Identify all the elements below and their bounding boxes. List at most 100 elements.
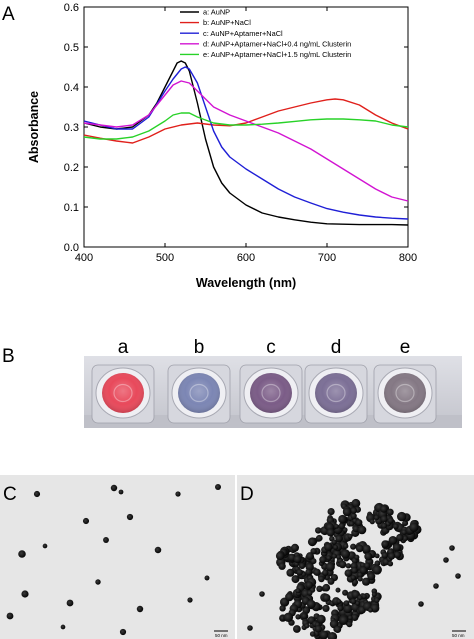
nanoparticle [286,568,295,577]
nanoparticle [343,600,350,606]
y-tick-label: 0.5 [64,42,79,54]
nanoparticle [401,529,407,535]
nanoparticle [433,583,439,589]
nanoparticle [313,568,321,576]
scale-bar-label-right: 50 nm [452,633,465,638]
series-line-1 [83,98,409,144]
well-shading [384,373,426,413]
nanoparticle [338,522,345,530]
nanoparticle [380,505,388,513]
nanoparticle [338,615,349,625]
legend-label: b: AuNP+NaCl [203,18,251,27]
well-label: b [194,337,205,358]
nanoparticle [418,601,424,607]
nanoparticle [326,555,332,561]
nanoparticle [322,593,331,602]
nanoparticle [296,569,303,576]
nanoparticle [351,613,359,622]
nanoparticle [392,543,402,552]
well-center-ring [261,383,281,403]
nanoparticle [374,597,380,603]
well-center-ring [326,383,346,403]
nanoparticle [336,599,342,604]
nanoparticle [279,605,286,612]
nanoparticle [175,491,181,497]
nanoparticle [316,614,326,624]
nanoparticle [342,507,352,517]
nanoparticle [352,525,360,533]
nanoparticle [326,528,335,537]
nanoparticle [381,540,390,548]
nanoparticle [364,552,373,561]
well-shading [178,373,220,413]
nanoparticle [322,569,329,576]
nanoparticle [322,604,330,613]
nanoparticle [301,613,308,620]
nanoparticle [306,599,316,609]
nanoparticle [21,590,29,598]
x-axis-label: Wavelength (nm) [196,276,296,290]
aggregated-nanoparticles [247,498,461,639]
legend-label: d: AuNP+Aptamer+NaCl+0.4 ng/mL Clusterin [203,39,351,48]
nanoparticle [331,553,337,559]
nanoparticle [396,533,404,542]
nanoparticle [334,524,339,529]
nanoparticle [388,536,398,545]
nanoparticle [316,585,323,592]
well-center-ring [189,383,209,403]
nanoparticle [350,512,357,520]
nanoparticle [343,543,349,549]
nanoparticle [357,576,363,582]
nanoparticle [322,583,331,592]
nanoparticle [298,562,306,569]
nanoparticle [318,575,325,583]
nanoparticle [154,546,162,554]
well-center-ring [113,383,133,403]
y-tick-label: 0.4 [64,82,79,94]
nanoparticle [309,631,316,637]
series-line-3 [83,80,409,202]
y-tick-label: 0.1 [64,202,79,214]
nanoparticle [305,581,313,589]
nanoparticle [387,561,394,567]
nanoparticle [361,593,367,599]
nanoparticle [340,549,351,559]
nanoparticle [136,605,144,613]
nanoparticle [371,592,377,597]
y-tick-label: 0.6 [64,2,79,14]
axis-ticks: 400 500 600 700 800 0.0 0.1 0.2 0.3 0.4 0.5 0.6 [64,2,417,264]
absorbance-chart: 400 500 600 700 800 0.0 0.1 0.2 0.3 0.4 0.5 0.6 Wav… [27,2,417,290]
nanoparticle [283,612,294,622]
nanoparticle [374,515,380,521]
nanoparticle [455,573,461,579]
y-tick-label: 0.3 [64,122,79,134]
x-tick-label: 700 [318,252,336,264]
nanoparticle [355,519,363,527]
well-shading [102,373,144,413]
nanoparticle [387,517,394,524]
tem-image-dispersed [0,475,235,639]
nanoparticle [293,555,302,564]
panel-label-d: D [240,484,254,505]
nanoparticle [319,630,329,639]
nanoparticle [355,600,360,606]
nanoparticle [305,568,312,576]
panel-label-a: A [2,4,15,25]
nanoparticle [316,534,323,542]
nanoparticle [337,605,344,612]
nanoparticle [333,544,339,550]
nanoparticle [319,556,327,564]
well-label: e [400,337,411,358]
nanoparticle [348,520,355,527]
nanoparticle [397,511,407,522]
nanoparticle [307,590,313,596]
nanoparticle [82,517,90,525]
nanoparticle [33,490,41,498]
well-label: c [266,337,276,358]
nanoparticle [6,612,14,620]
nanoparticle [327,577,335,585]
nanoparticle [357,595,363,601]
nanoparticle [350,598,357,605]
